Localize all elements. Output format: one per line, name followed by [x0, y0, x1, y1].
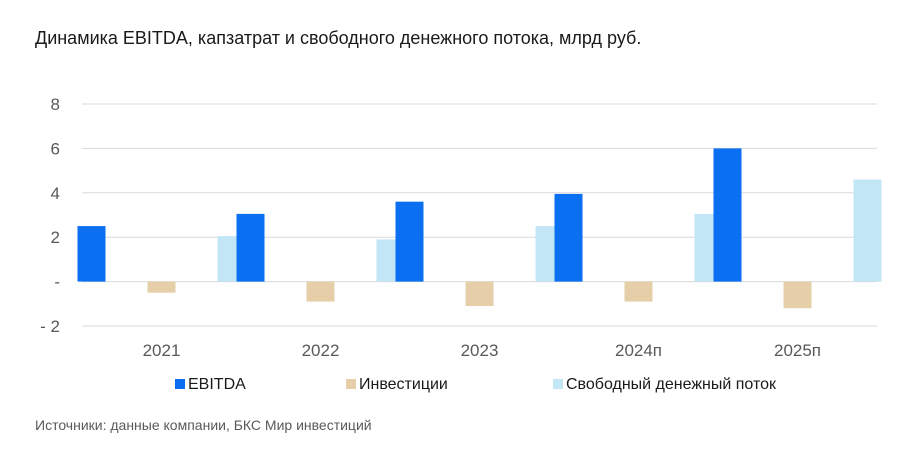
source-note: Источники: данные компании, БКС Мир инве…: [35, 417, 372, 433]
y-tick-label: -: [54, 273, 60, 292]
legend-swatch-1: [346, 379, 356, 389]
legend-swatch-0: [175, 379, 185, 389]
bar-0-4: [713, 148, 742, 282]
bar-1-2: [465, 281, 494, 307]
chart-title: Динамика EBITDA, капзатрат и свободного …: [35, 28, 642, 48]
legend-label-1: Инвестиции: [359, 376, 448, 393]
bars: [77, 148, 882, 309]
bar-0-0: [77, 226, 106, 282]
x-tick-label: 2022: [302, 341, 340, 360]
legend-label-2: Свободный денежный поток: [566, 376, 777, 393]
bar-1-3: [624, 281, 653, 302]
bar-1-4: [783, 281, 812, 309]
y-tick-label: 6: [51, 139, 60, 158]
bar-0-2: [395, 201, 424, 282]
x-tick-label: 2021: [143, 341, 181, 360]
x-tick-label: 2025п: [774, 341, 821, 360]
y-tick-label: - 2: [40, 317, 60, 336]
legend-label-0: EBITDA: [188, 376, 246, 393]
y-tick-label: 4: [51, 184, 60, 203]
y-tick-label: 2: [51, 228, 60, 247]
x-tick-label: 2024п: [615, 341, 662, 360]
bar-0-1: [236, 213, 265, 282]
bar-2-4: [853, 179, 882, 282]
axis-labels: 8 6 4 2 - - 2 2021 2022 2023 2024п 2025п: [40, 95, 821, 360]
legend: EBITDA Инвестиции Свободный денежный поток: [175, 376, 777, 393]
bar-1-0: [147, 281, 176, 293]
bar-1-1: [306, 281, 335, 302]
bar-0-3: [554, 193, 583, 282]
x-tick-label: 2023: [461, 341, 499, 360]
y-tick-label: 8: [51, 95, 60, 114]
legend-swatch-2: [553, 379, 563, 389]
